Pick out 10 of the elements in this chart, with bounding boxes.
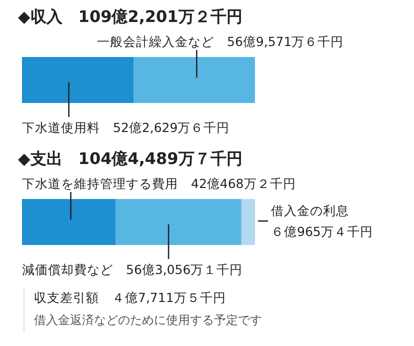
text: 借入金返済などのために使用する予定です [34, 313, 262, 327]
text: ６億965万４千円 [271, 224, 373, 239]
text: 一般会計繰入金など 56億9,571万６千円 [97, 34, 344, 49]
text: 下水道使用料 52億2,629万６千円 [22, 120, 230, 135]
series-label: 借入金の利息 [271, 203, 349, 218]
text: 減価償却費など 56億3,056万１千円 [22, 262, 243, 277]
chart-title: ◆支出 104億4,489万７千円 [18, 149, 242, 168]
text: 下水道を維持管理する費用 42億468万２千円 [22, 176, 296, 191]
chart-title: ◆収入 109億2,201万２千円 [18, 7, 242, 26]
text: 収支差引額 ４億7,711万５千円 [34, 290, 226, 305]
